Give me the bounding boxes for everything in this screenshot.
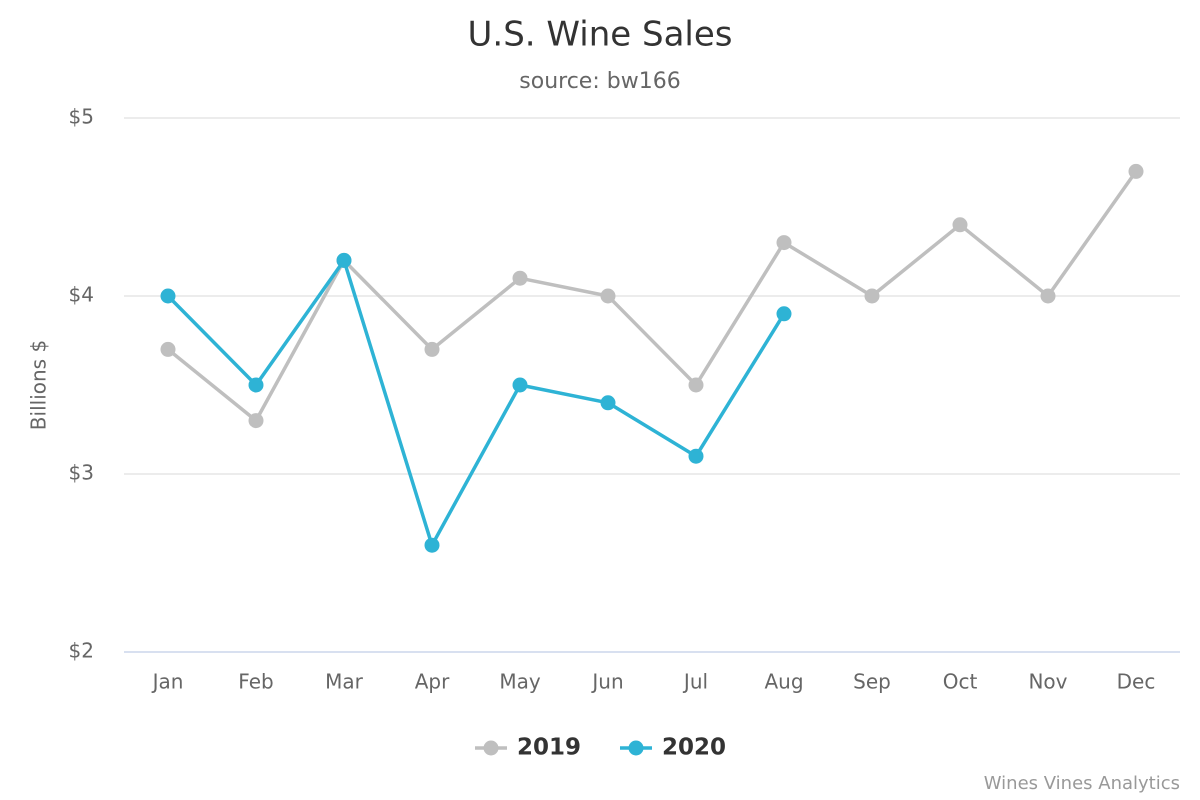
data-point xyxy=(248,377,264,393)
data-point xyxy=(512,270,528,286)
data-point xyxy=(600,395,616,411)
legend-symbol xyxy=(628,740,644,756)
x-tick-label: May xyxy=(499,670,541,694)
x-tick-label: Jun xyxy=(590,670,623,694)
x-tick-label: Jul xyxy=(682,670,708,694)
credits: Wines Vines Analytics xyxy=(984,773,1180,794)
data-point xyxy=(776,235,792,251)
x-tick-label: Nov xyxy=(1028,670,1067,694)
data-point xyxy=(776,306,792,322)
data-point xyxy=(864,288,880,304)
data-point xyxy=(1128,163,1144,179)
data-point xyxy=(248,413,264,429)
x-tick-label: Sep xyxy=(853,670,891,694)
data-point xyxy=(336,252,352,268)
legend-label: 2019 xyxy=(517,735,581,761)
x-tick-label: Feb xyxy=(238,670,273,694)
y-tick-label: $2 xyxy=(69,639,94,663)
y-tick-label: $4 xyxy=(69,283,94,307)
x-tick-label: Apr xyxy=(415,670,450,694)
legend-symbol xyxy=(483,740,499,756)
data-point xyxy=(952,217,968,233)
data-point xyxy=(688,377,704,393)
x-tick-label: Aug xyxy=(764,670,803,694)
data-point xyxy=(600,288,616,304)
x-tick-label: Jan xyxy=(151,670,184,694)
y-axis-title: Billions $ xyxy=(27,340,51,430)
legend-label: 2020 xyxy=(662,735,726,761)
data-point xyxy=(424,341,440,357)
data-point xyxy=(688,448,704,464)
x-tick-label: Dec xyxy=(1117,670,1156,694)
data-point xyxy=(160,288,176,304)
data-point xyxy=(160,341,176,357)
data-point xyxy=(1040,288,1056,304)
x-tick-label: Mar xyxy=(325,670,364,694)
chart-title: U.S. Wine Sales xyxy=(468,15,733,55)
y-tick-label: $3 xyxy=(69,461,94,485)
data-point xyxy=(512,377,528,393)
y-tick-label: $5 xyxy=(69,105,94,129)
data-point xyxy=(424,537,440,553)
series-line xyxy=(166,258,786,547)
series-line xyxy=(166,170,1138,423)
x-tick-label: Oct xyxy=(943,670,978,694)
chart-subtitle: source: bw166 xyxy=(519,69,680,94)
